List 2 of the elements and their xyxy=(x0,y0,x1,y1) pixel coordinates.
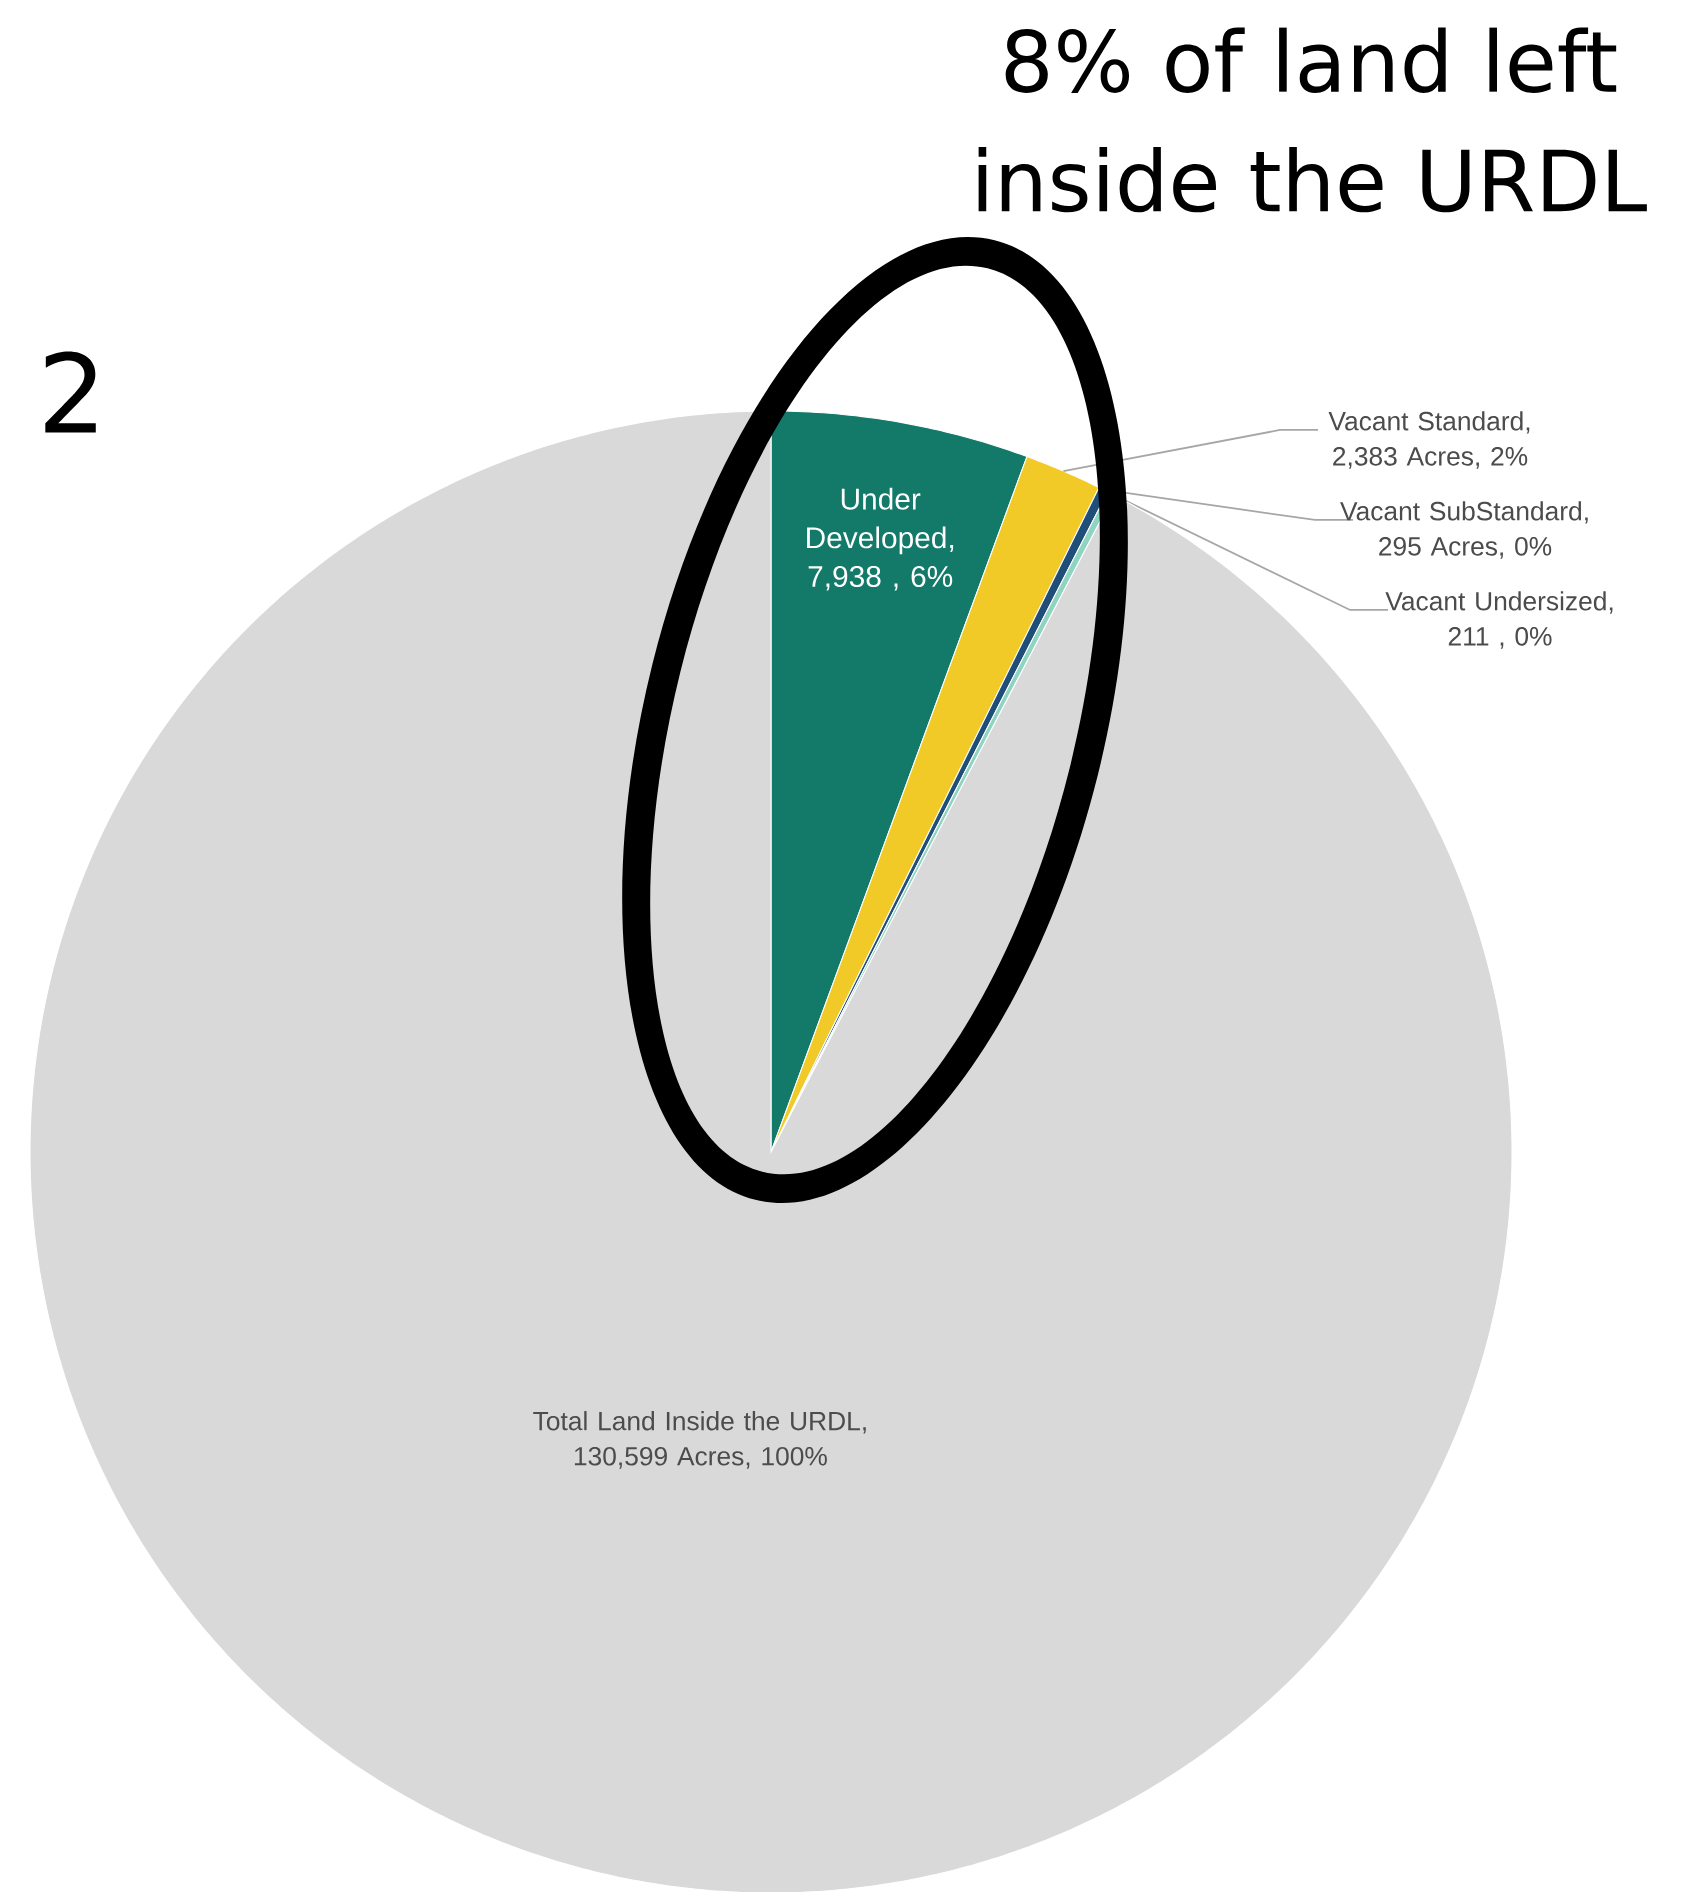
text: 2 xyxy=(45,351,96,433)
text: 8% of land left inside the URDL xyxy=(978,27,1647,213)
